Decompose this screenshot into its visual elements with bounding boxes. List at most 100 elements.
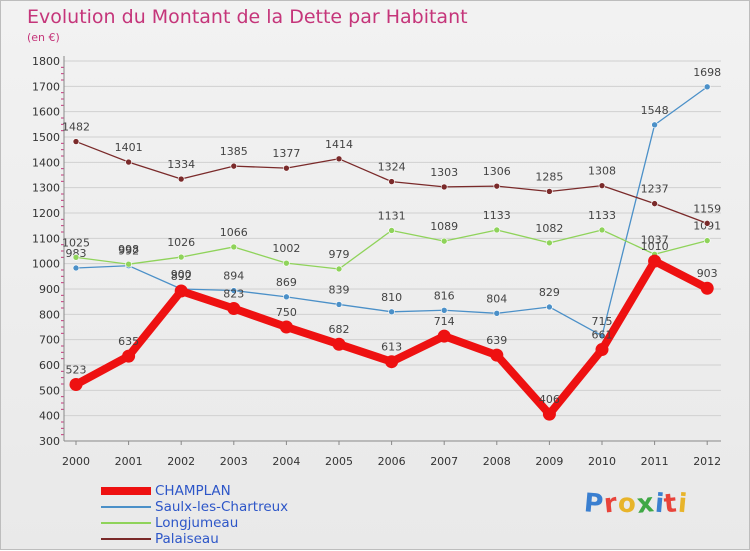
data-label: 1082 xyxy=(535,222,563,235)
y-tick-label: 1100 xyxy=(32,232,60,245)
data-point xyxy=(230,287,238,294)
data-point xyxy=(703,83,711,91)
data-point xyxy=(703,237,711,244)
y-tick-label: 1800 xyxy=(32,55,60,68)
data-label: 682 xyxy=(329,323,350,336)
proxiti-logo: Proxiti xyxy=(582,488,690,520)
data-label: 1159 xyxy=(693,202,721,215)
data-label: 983 xyxy=(66,247,87,260)
data-label: 715 xyxy=(592,315,613,328)
legend-label: CHAMPLAN xyxy=(155,483,231,499)
data-label: 613 xyxy=(381,341,402,354)
data-label: 1237 xyxy=(641,183,669,196)
y-tick-label: 800 xyxy=(39,308,60,321)
data-point xyxy=(440,237,448,245)
data-point xyxy=(72,138,80,145)
data-point xyxy=(546,188,553,195)
data-point xyxy=(283,164,290,172)
data-point xyxy=(700,281,714,295)
data-label: 714 xyxy=(434,315,455,328)
x-tick-label: 2002 xyxy=(167,455,195,468)
data-label: 894 xyxy=(223,270,244,283)
y-tick-label: 600 xyxy=(39,359,60,372)
data-label: 1131 xyxy=(378,209,406,222)
data-point xyxy=(703,220,711,227)
data-label: 839 xyxy=(329,283,350,296)
x-tick-label: 2006 xyxy=(378,455,406,468)
y-tick-label: 1500 xyxy=(32,131,60,144)
data-label: 635 xyxy=(118,335,139,348)
x-tick-label: 2012 xyxy=(693,455,721,468)
legend-swatch xyxy=(101,506,151,508)
data-label: 810 xyxy=(381,291,402,304)
data-point xyxy=(72,254,80,261)
y-tick-label: 300 xyxy=(39,435,60,448)
data-label: 1010 xyxy=(641,240,669,253)
data-label: 1303 xyxy=(430,166,458,179)
x-tick-label: 2004 xyxy=(272,455,300,468)
data-point xyxy=(440,306,448,314)
y-tick-label: 500 xyxy=(39,384,60,397)
data-label: 1025 xyxy=(62,236,90,249)
x-tick-label: 2010 xyxy=(588,455,616,468)
data-label: 1089 xyxy=(430,220,458,233)
data-point xyxy=(648,254,662,268)
data-label: 1285 xyxy=(535,170,563,183)
data-label: 1308 xyxy=(588,165,616,178)
chart-title: Evolution du Montant de la Dette par Hab… xyxy=(27,6,468,28)
data-label: 1548 xyxy=(641,104,669,117)
data-point xyxy=(388,308,395,316)
data-label: 903 xyxy=(697,267,718,280)
data-label: 992 xyxy=(118,245,139,258)
data-point xyxy=(335,265,343,273)
data-label: 639 xyxy=(486,334,507,347)
data-label: 998 xyxy=(118,243,139,256)
data-point xyxy=(598,182,606,189)
data-label: 1306 xyxy=(483,165,511,178)
legend-label: Saulx-les-Chartreux xyxy=(155,499,289,515)
data-label: 979 xyxy=(329,248,350,261)
y-tick-label: 1700 xyxy=(32,80,60,93)
data-label: 1037 xyxy=(641,233,669,246)
data-point xyxy=(72,264,80,272)
y-tick-label: 400 xyxy=(39,410,60,423)
data-label: 661 xyxy=(592,329,613,342)
legend-label: Palaiseau xyxy=(155,531,219,547)
data-point xyxy=(335,301,343,308)
data-point xyxy=(125,260,132,268)
data-point xyxy=(542,407,556,421)
data-point xyxy=(490,348,504,362)
x-tick-label: 2005 xyxy=(325,455,353,468)
data-point xyxy=(283,293,290,301)
data-label: 523 xyxy=(66,364,87,377)
data-label: 1482 xyxy=(62,121,90,134)
data-label: 1334 xyxy=(167,158,195,171)
x-tick-label: 2008 xyxy=(483,455,511,468)
legend-label: Longjumeau xyxy=(155,515,239,531)
data-point xyxy=(493,310,501,317)
data-label: 1066 xyxy=(220,226,248,239)
data-label: 1026 xyxy=(167,236,195,249)
data-point xyxy=(595,343,609,357)
data-label: 816 xyxy=(434,289,455,302)
data-label: 1324 xyxy=(378,161,406,174)
y-tick-label: 1200 xyxy=(32,207,60,220)
data-point xyxy=(651,121,658,129)
data-label: 1414 xyxy=(325,138,353,151)
data-point xyxy=(598,226,606,234)
data-label: 900 xyxy=(171,268,192,281)
y-tick-label: 900 xyxy=(39,283,60,296)
x-tick-label: 2003 xyxy=(220,455,248,468)
data-point xyxy=(437,329,451,343)
data-label: 1377 xyxy=(272,147,300,160)
data-label: 406 xyxy=(539,393,560,406)
data-label: 892 xyxy=(171,270,192,283)
data-point xyxy=(230,162,238,170)
data-point xyxy=(227,302,241,316)
data-point xyxy=(440,183,448,191)
data-point xyxy=(279,320,293,334)
data-label: 804 xyxy=(486,292,507,305)
data-point xyxy=(230,243,238,251)
